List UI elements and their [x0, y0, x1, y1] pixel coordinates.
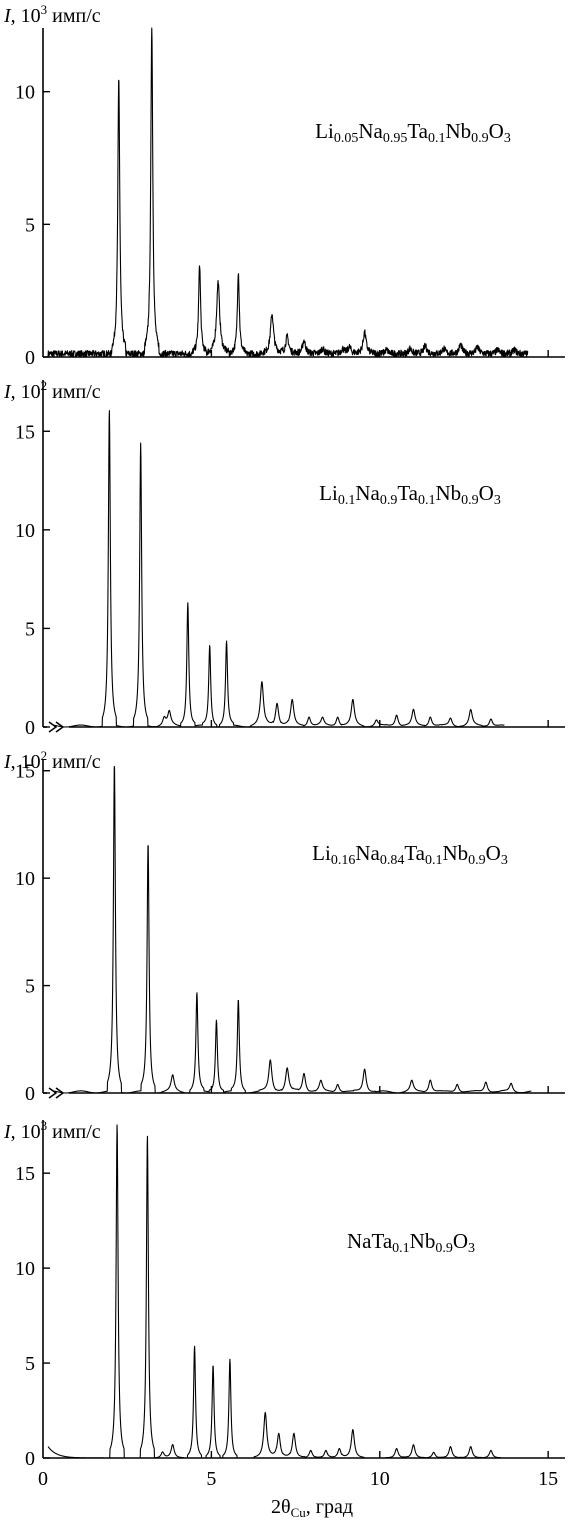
- y-axis-label: I, 102 имп/с: [3, 748, 101, 773]
- y-tick-label: 0: [25, 1448, 35, 1470]
- diffraction-trace: [47, 27, 529, 358]
- y-tick-label: 5: [25, 618, 35, 640]
- x-tick-label: 5: [206, 1468, 216, 1490]
- panel-1: I, 103 имп/с 0 5 10 Li0.05Na0.95Ta0.1Nb0.9O3: [3, 2, 565, 369]
- diffraction-trace: [52, 766, 532, 1094]
- x-tick-label: 0: [38, 1468, 48, 1490]
- series-label: NaTa0.1Nb0.9O3: [347, 1229, 475, 1256]
- diffraction-trace: [52, 410, 505, 728]
- y-tick-label: 15: [15, 761, 35, 783]
- y-tick-label: 0: [25, 347, 35, 369]
- y-tick-label: 0: [25, 1083, 35, 1105]
- diffraction-trace: [47, 1124, 502, 1459]
- y-tick-label: 15: [15, 421, 35, 443]
- y-tick-label: 10: [15, 520, 35, 542]
- y-tick-label: 10: [15, 82, 35, 104]
- panel-2: I, 102 имп/с 0 5 10 15 Li0.1Na0.9Ta0.1Nb0.9O3: [3, 378, 565, 739]
- x-axis-label: 2θCu, град: [271, 1496, 353, 1520]
- y-tick-label: 10: [15, 1258, 35, 1280]
- y-tick-label: 15: [15, 1163, 35, 1185]
- y-tick-label: 5: [25, 1353, 35, 1375]
- y-tick-label: 10: [15, 868, 35, 890]
- x-tick-label: 15: [538, 1468, 558, 1490]
- y-tick-label: 5: [25, 214, 35, 236]
- y-axis-label: I, 103 имп/с: [3, 2, 101, 27]
- y-axis-label: I, 103 имп/с: [3, 1118, 101, 1143]
- y-tick-label: 5: [25, 976, 35, 998]
- panel-3: I, 102 имп/с 0 5 10 15 Li0.16Na0.84Ta0.1Nb0.9…: [3, 748, 565, 1105]
- series-label: Li0.16Na0.84Ta0.1Nb0.9O3: [312, 841, 508, 868]
- panel-4: I, 103 имп/с 0 5 10 15 NaTa0.1Nb0.9O3 0 5 10 15 2θ…: [3, 1118, 565, 1520]
- x-tick-label: 10: [370, 1468, 390, 1490]
- series-label: Li0.05Na0.95Ta0.1Nb0.9O3: [315, 119, 511, 146]
- series-label: Li0.1Na0.9Ta0.1Nb0.9O3: [319, 481, 501, 508]
- y-tick-label: 0: [25, 717, 35, 739]
- y-axis-label: I, 102 имп/с: [3, 378, 101, 403]
